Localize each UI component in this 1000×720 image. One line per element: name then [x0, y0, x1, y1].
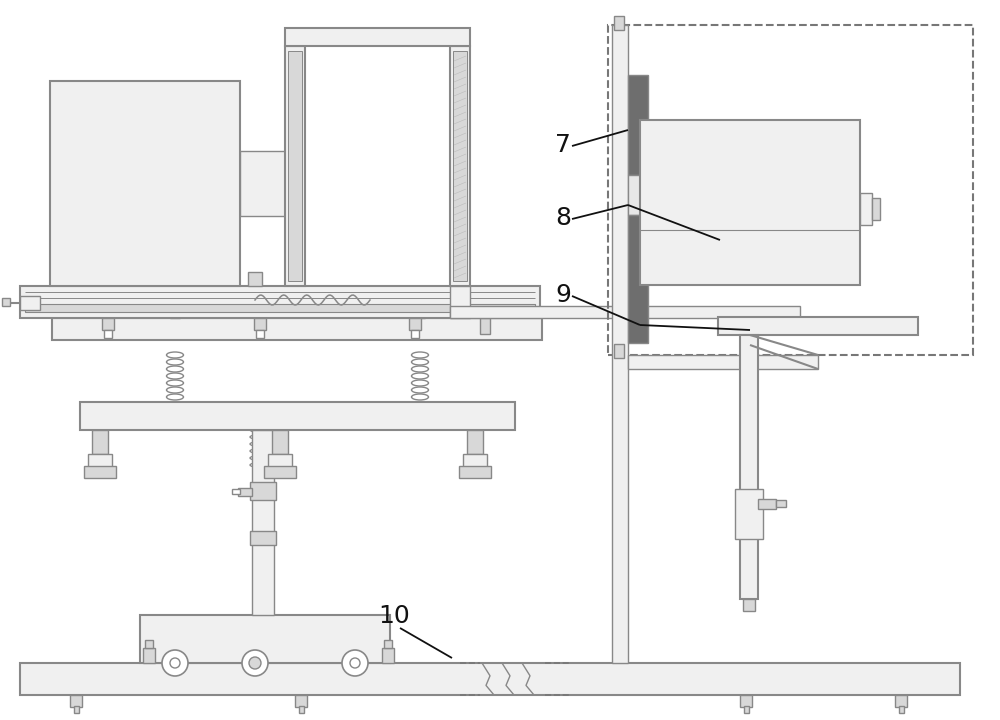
Bar: [256, 330, 264, 338]
Bar: [20, 296, 40, 310]
Bar: [899, 706, 904, 713]
Text: 7: 7: [555, 133, 571, 157]
Bar: [140, 615, 390, 663]
Bar: [20, 286, 540, 318]
Bar: [417, 292, 423, 300]
Bar: [20, 663, 960, 695]
Bar: [743, 599, 755, 611]
Circle shape: [170, 658, 180, 668]
Bar: [740, 695, 752, 707]
Bar: [628, 175, 648, 215]
Bar: [411, 330, 419, 338]
Bar: [450, 286, 470, 318]
Bar: [288, 51, 302, 281]
Bar: [628, 75, 648, 175]
Bar: [608, 25, 973, 355]
Bar: [2, 298, 10, 306]
Text: 9: 9: [555, 283, 571, 307]
Bar: [718, 317, 918, 335]
Bar: [25, 304, 535, 312]
Bar: [480, 318, 490, 334]
Bar: [740, 335, 758, 599]
Bar: [240, 151, 285, 216]
Bar: [170, 300, 180, 318]
Bar: [467, 430, 483, 454]
Bar: [450, 306, 800, 318]
Circle shape: [342, 650, 368, 676]
Bar: [250, 531, 276, 545]
Bar: [628, 355, 818, 369]
Bar: [640, 120, 860, 285]
Bar: [285, 46, 305, 286]
Bar: [145, 640, 153, 648]
Bar: [252, 430, 274, 615]
Bar: [172, 292, 178, 300]
Bar: [80, 402, 515, 430]
Bar: [295, 695, 307, 707]
Bar: [872, 198, 880, 220]
Bar: [104, 330, 112, 338]
Bar: [70, 695, 82, 707]
Bar: [895, 695, 907, 707]
Bar: [250, 482, 276, 500]
Bar: [264, 466, 296, 478]
Bar: [459, 466, 491, 478]
Bar: [628, 215, 648, 343]
Bar: [74, 706, 79, 713]
Bar: [272, 430, 288, 454]
Bar: [52, 318, 542, 340]
Circle shape: [249, 657, 261, 669]
Bar: [88, 454, 112, 468]
Bar: [744, 706, 749, 713]
Bar: [450, 46, 470, 286]
Bar: [268, 454, 292, 468]
Bar: [299, 706, 304, 713]
Bar: [614, 16, 624, 30]
Bar: [143, 648, 155, 663]
Bar: [735, 489, 763, 539]
Text: 8: 8: [555, 206, 571, 230]
Bar: [84, 466, 116, 478]
Bar: [463, 454, 487, 468]
Bar: [758, 499, 776, 509]
Bar: [776, 500, 786, 507]
Bar: [254, 318, 266, 330]
Circle shape: [242, 650, 268, 676]
Bar: [382, 648, 394, 663]
Bar: [232, 489, 240, 494]
Bar: [92, 430, 108, 454]
Bar: [614, 344, 624, 358]
Text: 10: 10: [378, 604, 410, 628]
Bar: [453, 51, 467, 281]
Bar: [612, 25, 628, 663]
Bar: [238, 488, 252, 496]
Bar: [50, 81, 240, 286]
Bar: [409, 318, 421, 330]
Bar: [860, 193, 872, 225]
Bar: [248, 272, 262, 286]
Bar: [384, 640, 392, 648]
Bar: [415, 300, 425, 318]
Bar: [285, 28, 470, 46]
Circle shape: [162, 650, 188, 676]
Bar: [102, 318, 114, 330]
Circle shape: [350, 658, 360, 668]
